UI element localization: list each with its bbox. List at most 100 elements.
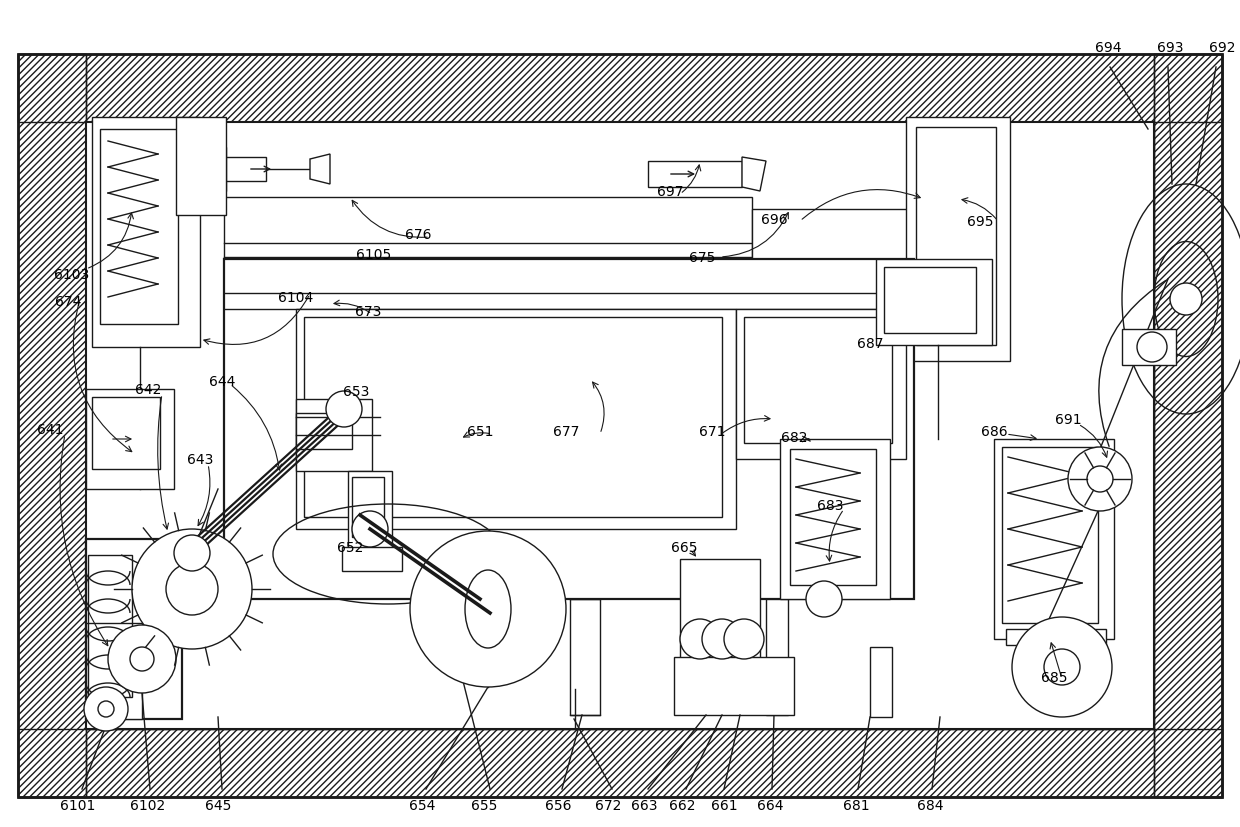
Bar [1122,330,1176,366]
Text: 662: 662 [668,798,696,812]
Text: 654: 654 [409,798,435,812]
Bar [86,624,143,719]
Text: 676: 676 [404,227,432,241]
Text: 664: 664 [756,798,784,812]
Text: 675: 675 [688,251,715,265]
Bar [570,600,600,715]
Circle shape [1068,447,1132,511]
Text: 645: 645 [205,798,231,812]
Text: 683: 683 [817,499,843,513]
Circle shape [130,648,154,672]
Bar [744,318,892,443]
Bar [86,539,182,719]
Circle shape [326,391,362,428]
Bar [649,162,742,188]
Bar [1154,55,1221,797]
Bar [790,449,875,586]
Text: 652: 652 [337,540,363,554]
Text: 681: 681 [843,798,869,812]
Bar [224,260,914,600]
Circle shape [352,511,388,547]
Circle shape [98,701,114,717]
Text: 691: 691 [1055,413,1081,427]
Text: 686: 686 [981,424,1007,438]
Bar [766,600,787,715]
Bar [19,55,86,797]
Bar [994,439,1114,639]
Bar [224,198,751,294]
Bar [86,390,174,490]
Bar [296,309,737,529]
Bar [19,55,86,797]
Text: 643: 643 [187,452,213,466]
Circle shape [1044,649,1080,686]
Circle shape [166,563,218,615]
Text: 682: 682 [781,431,807,444]
Text: 684: 684 [916,798,944,812]
Text: 655: 655 [471,798,497,812]
Circle shape [84,687,128,731]
Polygon shape [742,158,766,192]
Bar [906,118,1011,361]
Circle shape [131,529,252,649]
Text: 661: 661 [711,798,738,812]
Circle shape [680,619,720,659]
Text: 693: 693 [1157,41,1183,55]
Bar [179,148,226,192]
Bar [176,118,226,216]
Text: 6101: 6101 [61,798,95,812]
Bar [1006,629,1106,645]
Text: 665: 665 [671,540,697,554]
Bar [875,260,992,346]
Text: 656: 656 [544,798,572,812]
Circle shape [806,581,842,617]
Text: 673: 673 [355,304,381,318]
Text: 663: 663 [631,798,657,812]
Bar [304,318,722,518]
Circle shape [108,625,176,693]
Bar [1154,55,1221,797]
Circle shape [1012,617,1112,717]
Text: 6104: 6104 [278,290,314,304]
Bar [751,210,949,260]
Bar [1002,447,1097,624]
Bar [916,128,996,346]
Circle shape [410,532,565,687]
Circle shape [702,619,742,659]
Text: 642: 642 [135,383,161,396]
Bar [342,547,402,571]
Text: 697: 697 [657,184,683,198]
Bar [92,118,200,347]
Bar [19,729,1221,797]
Bar [737,309,906,460]
Bar [226,158,267,182]
Bar [19,729,1221,797]
Bar [100,130,179,325]
Bar [296,399,372,471]
Text: 687: 687 [857,337,883,351]
Circle shape [1137,332,1167,362]
Bar [352,477,384,538]
Text: 653: 653 [342,385,370,399]
Text: 671: 671 [699,424,725,438]
Bar [675,657,794,715]
Text: 674: 674 [55,294,81,308]
Bar [680,559,760,669]
Text: 6105: 6105 [356,248,392,261]
Text: 644: 644 [208,375,236,389]
Text: 641: 641 [37,423,63,437]
Text: 677: 677 [553,424,579,438]
Text: 672: 672 [595,798,621,812]
Circle shape [1087,466,1114,492]
Text: 696: 696 [760,213,787,227]
Bar [296,414,352,449]
Bar [19,55,1221,797]
Circle shape [174,535,210,571]
Polygon shape [310,155,330,184]
Text: 6102: 6102 [130,798,166,812]
Circle shape [724,619,764,659]
Bar [19,55,1221,123]
Bar [88,555,131,697]
Text: 685: 685 [1040,670,1068,684]
Bar [780,439,890,600]
